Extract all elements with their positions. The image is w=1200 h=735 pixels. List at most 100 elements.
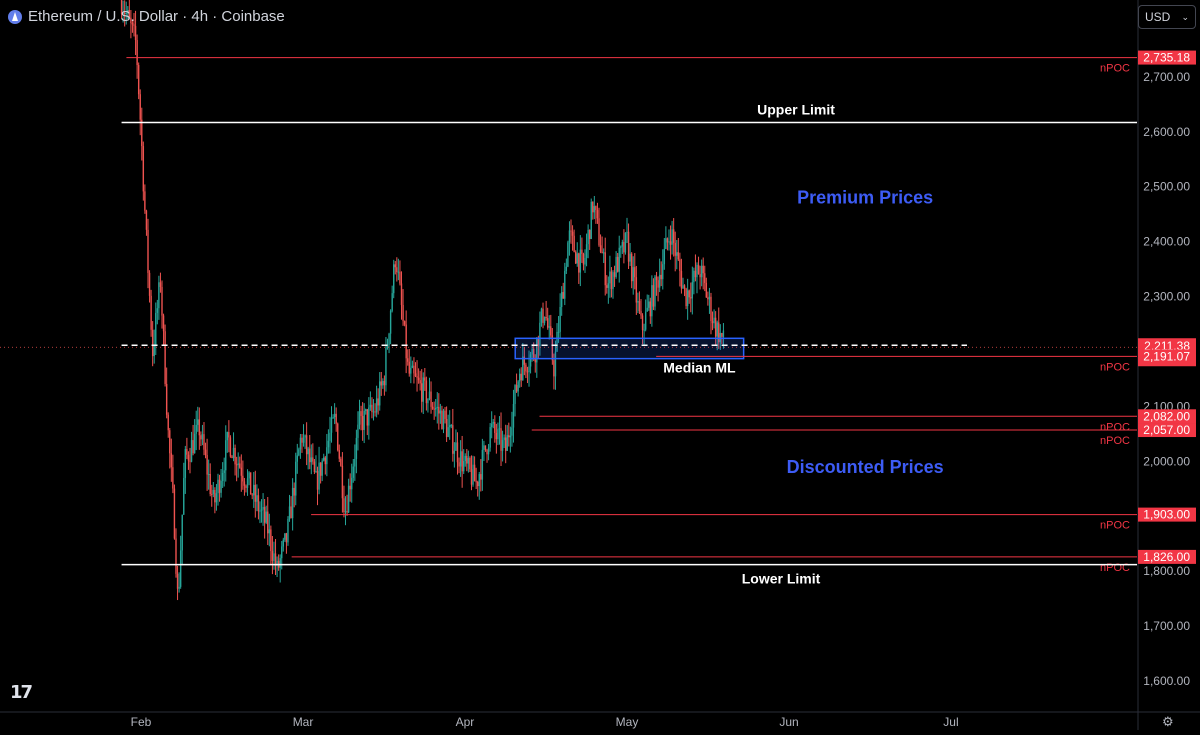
candle-body xyxy=(464,455,466,462)
candle-body xyxy=(441,410,443,430)
candle-body xyxy=(438,406,440,414)
candle-body xyxy=(531,348,533,355)
x-tick-label: Jun xyxy=(779,715,798,729)
symbol-title[interactable]: Ethereum / U.S. Dollar · 4h · Coinbase xyxy=(28,8,285,25)
candle-body xyxy=(148,272,151,296)
candle-body xyxy=(683,285,686,289)
candle-body xyxy=(542,308,544,323)
candle-body xyxy=(560,292,563,307)
candle-body xyxy=(162,315,165,332)
candle-body xyxy=(176,573,179,589)
candle-body xyxy=(249,472,252,495)
candle-body xyxy=(459,451,462,467)
candle-body xyxy=(655,276,658,281)
candle-body xyxy=(352,466,354,478)
candle-body xyxy=(123,12,126,15)
candle-body xyxy=(204,449,207,456)
candle-body xyxy=(654,276,656,307)
candle-body xyxy=(592,201,594,213)
price-level-tag xyxy=(1138,349,1196,364)
candle-body xyxy=(178,586,180,589)
x-tick-label: Feb xyxy=(131,715,152,729)
candle-body xyxy=(419,380,421,384)
candle-body xyxy=(273,553,275,561)
candle-body xyxy=(680,270,683,289)
candle-body xyxy=(553,360,555,377)
candle-body xyxy=(369,404,372,408)
candle-body xyxy=(399,271,401,284)
candle-body xyxy=(713,317,715,324)
npoc-tag: nPOC xyxy=(1100,421,1130,433)
candle-body xyxy=(330,417,333,433)
candle-body xyxy=(151,329,154,357)
candle-body xyxy=(424,377,426,381)
candle-body xyxy=(658,274,661,288)
candle-body xyxy=(239,463,241,468)
currency-value: USD xyxy=(1145,10,1171,24)
candle-body xyxy=(394,264,396,268)
candle-body xyxy=(492,421,494,424)
candle-body xyxy=(206,455,208,475)
candle-body xyxy=(595,206,597,211)
currency-select[interactable]: USD ⌄ xyxy=(1138,5,1196,29)
gear-icon[interactable]: ⚙ xyxy=(1162,714,1174,729)
candle-body xyxy=(707,297,709,300)
candle-body xyxy=(475,481,477,483)
candle-body xyxy=(590,201,592,239)
candle-body xyxy=(377,398,379,406)
candle-body xyxy=(697,264,700,275)
candle-body xyxy=(346,511,348,513)
median-ml-zone xyxy=(514,337,745,360)
candle-body xyxy=(195,424,197,434)
candle-body xyxy=(601,251,603,254)
discounted-prices-label: Discounted Prices xyxy=(787,457,944,477)
candle-body xyxy=(556,331,558,352)
candle-body xyxy=(175,538,177,574)
candle-body xyxy=(520,373,522,381)
npoc-tag: nPOC xyxy=(1100,520,1130,532)
candle-body xyxy=(417,377,420,381)
candle-body xyxy=(372,411,375,413)
candle-body xyxy=(582,253,585,265)
candle-body xyxy=(259,510,261,512)
candle-body xyxy=(393,264,395,294)
candle-body xyxy=(568,230,571,243)
candle-body xyxy=(662,264,664,280)
candle-body xyxy=(246,478,249,488)
candle-body xyxy=(296,455,298,462)
npoc-tag: nPOC xyxy=(1100,435,1130,447)
candle-body xyxy=(358,411,361,425)
candle-body xyxy=(391,293,393,311)
candle-body xyxy=(338,450,340,459)
candle-body xyxy=(512,404,515,428)
candle-body xyxy=(721,332,723,337)
candle-body xyxy=(540,308,543,323)
candle-body xyxy=(696,264,698,278)
candle-body xyxy=(407,358,409,362)
candle-body xyxy=(609,271,611,284)
candle-body xyxy=(229,437,232,457)
candle-body xyxy=(284,533,286,540)
candle-body xyxy=(413,365,415,374)
candles xyxy=(120,0,725,601)
candle-body xyxy=(634,267,636,278)
candle-body xyxy=(705,282,708,298)
candle-body xyxy=(386,345,389,348)
ethereum-icon xyxy=(8,9,22,24)
candle-body xyxy=(256,495,258,502)
candle-body xyxy=(324,457,326,465)
candle-body xyxy=(172,467,174,489)
candle-body xyxy=(616,256,619,272)
candle-body xyxy=(623,241,625,253)
candle-body xyxy=(602,252,605,254)
candle-body xyxy=(574,251,577,264)
candle-body xyxy=(158,282,160,309)
candle-body xyxy=(340,458,342,466)
candle-body xyxy=(122,12,124,14)
candle-body xyxy=(447,427,449,437)
candle-body xyxy=(693,270,695,283)
candle-body xyxy=(341,465,344,499)
candle-body xyxy=(271,551,274,561)
